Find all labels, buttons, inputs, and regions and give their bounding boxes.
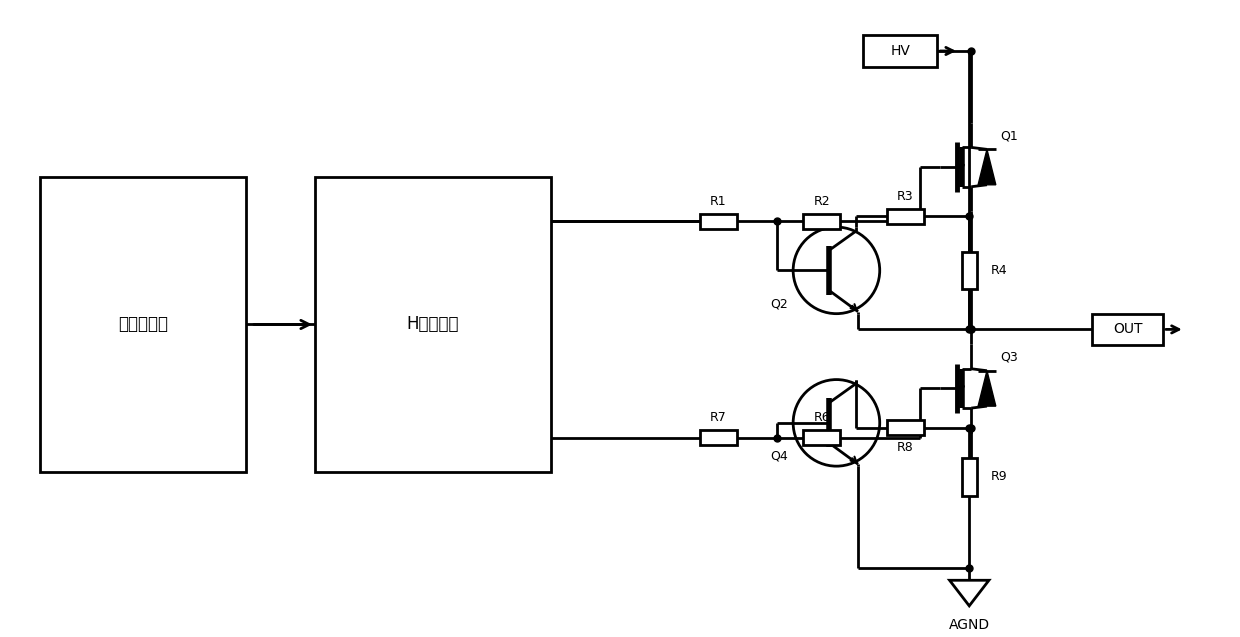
Text: OUT: OUT bbox=[1112, 322, 1142, 336]
Text: R1: R1 bbox=[711, 195, 727, 208]
Text: 数字控制器: 数字控制器 bbox=[118, 315, 167, 334]
Bar bbox=[887, 420, 924, 435]
Text: H桥驱动器: H桥驱动器 bbox=[407, 315, 459, 334]
Text: Q1: Q1 bbox=[1001, 129, 1018, 142]
Bar bbox=[1092, 313, 1163, 345]
Text: R2: R2 bbox=[813, 195, 830, 208]
Text: R7: R7 bbox=[711, 412, 727, 424]
Bar bbox=[40, 177, 247, 472]
Bar bbox=[804, 214, 841, 229]
Bar bbox=[962, 458, 977, 496]
Bar bbox=[315, 177, 551, 472]
Bar bbox=[699, 430, 737, 445]
Bar bbox=[863, 35, 937, 67]
Text: R8: R8 bbox=[897, 441, 914, 454]
Text: Q3: Q3 bbox=[1001, 350, 1018, 364]
Text: R3: R3 bbox=[897, 190, 914, 203]
Text: R9: R9 bbox=[991, 471, 1008, 483]
Bar bbox=[887, 209, 924, 224]
Text: Q2: Q2 bbox=[770, 297, 789, 310]
Text: AGND: AGND bbox=[949, 618, 990, 632]
Polygon shape bbox=[978, 149, 996, 185]
Text: HV: HV bbox=[890, 44, 910, 58]
Bar bbox=[699, 214, 737, 229]
Bar bbox=[804, 430, 841, 445]
Text: R4: R4 bbox=[991, 264, 1008, 277]
Bar bbox=[962, 252, 977, 289]
Polygon shape bbox=[978, 371, 996, 406]
Text: Q4: Q4 bbox=[770, 450, 789, 463]
Text: R6: R6 bbox=[813, 412, 830, 424]
